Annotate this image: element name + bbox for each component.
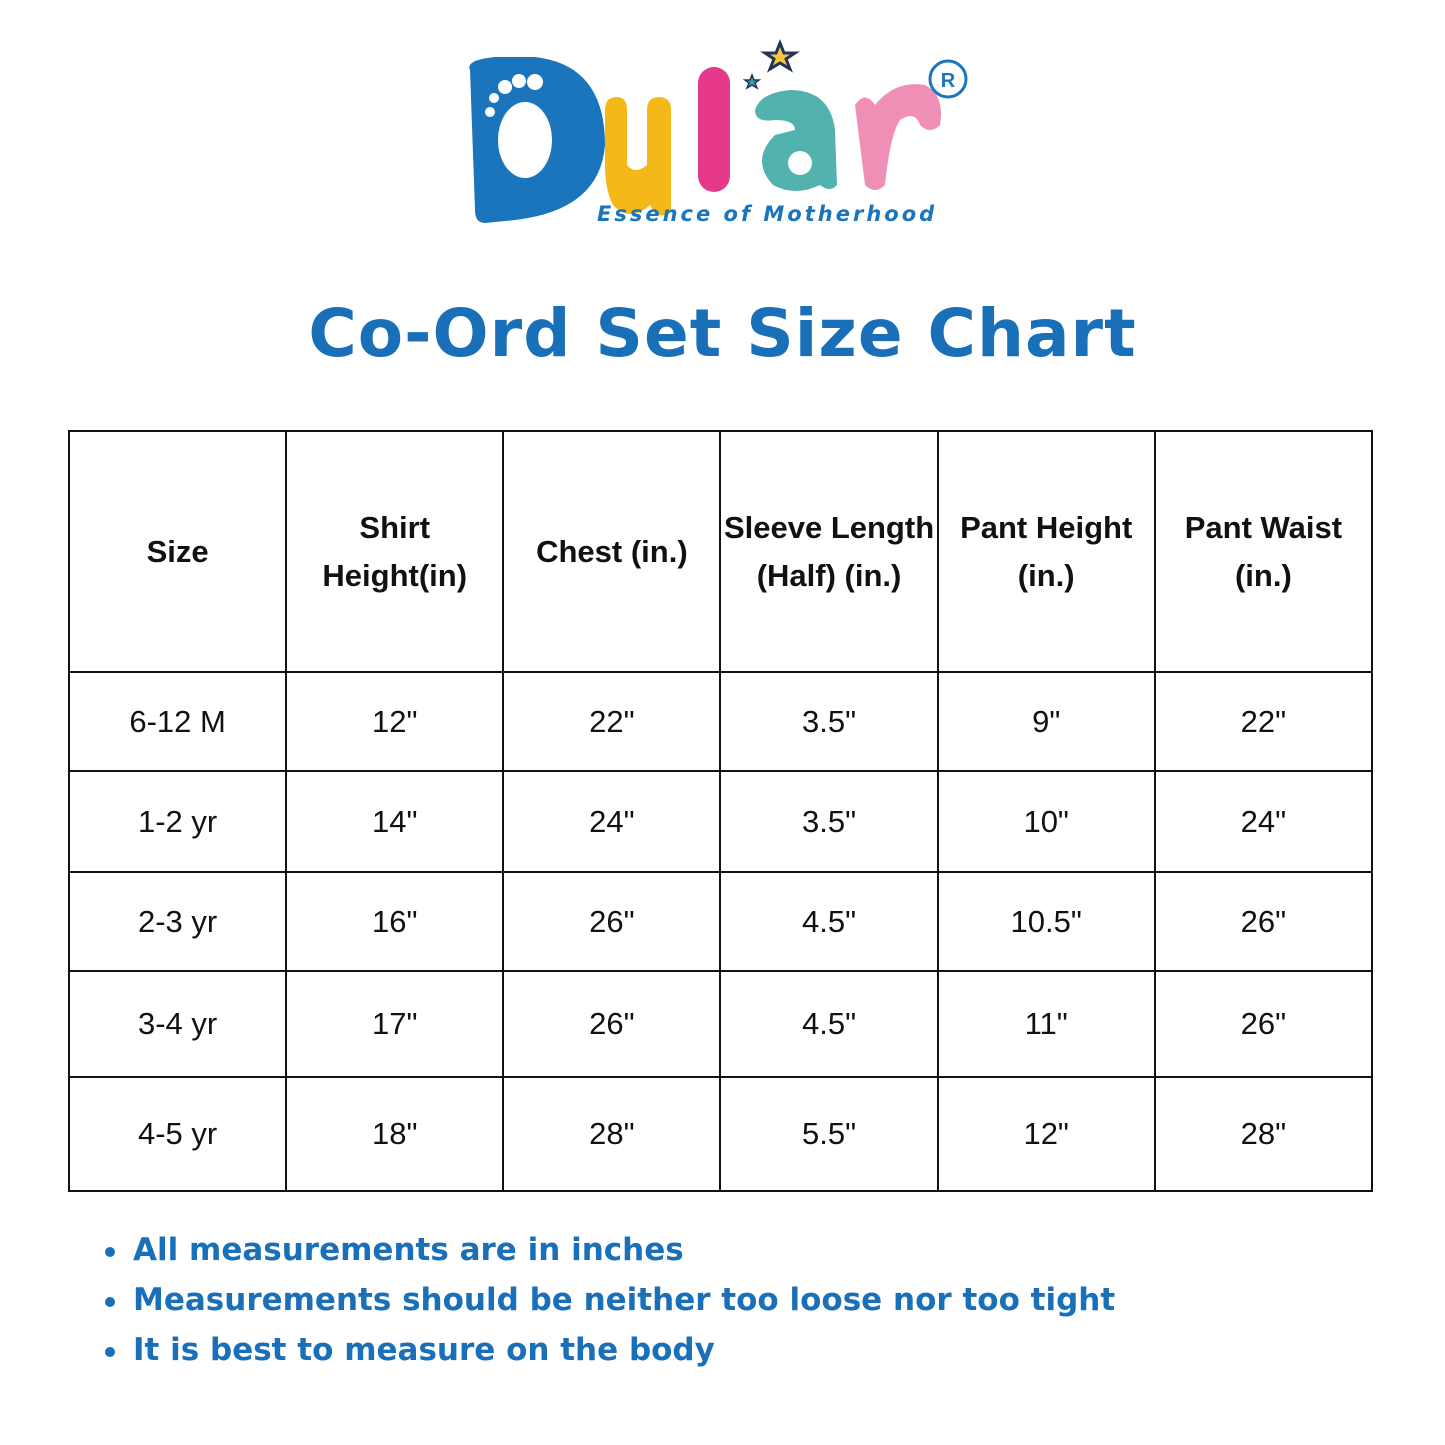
cell: 26" bbox=[502, 871, 722, 972]
cell: 4-5 yr bbox=[67, 1076, 288, 1192]
cell: 14" bbox=[285, 770, 505, 873]
table-header-row: Size Shirt Height(in) Chest (in.) Sleeve… bbox=[67, 430, 1374, 673]
bullet-icon bbox=[105, 1296, 115, 1307]
cell: 16" bbox=[285, 871, 505, 972]
table-row: 6-12 M 12" 22" 3.5" 9" 22" bbox=[67, 671, 1374, 772]
cell: 6-12 M bbox=[67, 671, 288, 772]
table-row: 4-5 yr 18" 28" 5.5" 12" 28" bbox=[67, 1076, 1374, 1192]
brand-tagline: Essence of Motherhood bbox=[597, 202, 937, 226]
cell: 1-2 yr bbox=[67, 770, 288, 873]
cell: 24" bbox=[1153, 770, 1374, 873]
header-pant-waist: Pant Waist (in.) bbox=[1153, 430, 1374, 673]
cell: 10.5" bbox=[936, 871, 1156, 972]
cell: 12" bbox=[285, 671, 505, 772]
note-item: Measurements should be neither too loose… bbox=[105, 1275, 1115, 1325]
header-size: Size bbox=[67, 430, 288, 673]
cell: 28" bbox=[502, 1076, 722, 1192]
bullet-icon bbox=[105, 1246, 115, 1257]
cell: 26" bbox=[1153, 970, 1374, 1078]
table-row: 3-4 yr 17" 26" 4.5" 11" 26" bbox=[67, 970, 1374, 1078]
cell: 11" bbox=[936, 970, 1156, 1078]
cell: 24" bbox=[502, 770, 722, 873]
cell: 22" bbox=[502, 671, 722, 772]
cell: 18" bbox=[285, 1076, 505, 1192]
cell: 4.5" bbox=[719, 871, 939, 972]
size-chart-table: Size Shirt Height(in) Chest (in.) Sleeve… bbox=[67, 430, 1374, 1192]
cell: 3.5" bbox=[719, 770, 939, 873]
cell: 10" bbox=[936, 770, 1156, 873]
note-item: All measurements are in inches bbox=[105, 1225, 1115, 1275]
cell: 3-4 yr bbox=[67, 970, 288, 1078]
table-row: 1-2 yr 14" 24" 3.5" 10" 24" bbox=[67, 770, 1374, 873]
header-shirt-height: Shirt Height(in) bbox=[285, 430, 505, 673]
cell: 17" bbox=[285, 970, 505, 1078]
header-sleeve-length: Sleeve Length (Half) (in.) bbox=[719, 430, 939, 673]
brand-logo: R Essence of Motherhood bbox=[455, 35, 985, 235]
cell: 26" bbox=[502, 970, 722, 1078]
note-text: Measurements should be neither too loose… bbox=[133, 1282, 1116, 1318]
note-text: It is best to measure on the body bbox=[133, 1332, 715, 1368]
header-chest: Chest (in.) bbox=[502, 430, 722, 673]
cell: 28" bbox=[1153, 1076, 1374, 1192]
cell: 22" bbox=[1153, 671, 1374, 772]
registered-mark: R bbox=[941, 70, 956, 92]
cell: 9" bbox=[936, 671, 1156, 772]
cell: 12" bbox=[936, 1076, 1156, 1192]
table-row: 2-3 yr 16" 26" 4.5" 10.5" 26" bbox=[67, 871, 1374, 972]
cell: 26" bbox=[1153, 871, 1374, 972]
cell: 2-3 yr bbox=[67, 871, 288, 972]
note-text: All measurements are in inches bbox=[133, 1232, 684, 1268]
cell: 3.5" bbox=[719, 671, 939, 772]
header-pant-height: Pant Height (in.) bbox=[936, 430, 1156, 673]
cell: 4.5" bbox=[719, 970, 939, 1078]
bullet-icon bbox=[105, 1346, 115, 1357]
note-item: It is best to measure on the body bbox=[105, 1325, 1115, 1375]
page-title: Co-Ord Set Size Chart bbox=[308, 295, 1137, 372]
notes-list: All measurements are in inches Measureme… bbox=[105, 1225, 1115, 1375]
cell: 5.5" bbox=[719, 1076, 939, 1192]
